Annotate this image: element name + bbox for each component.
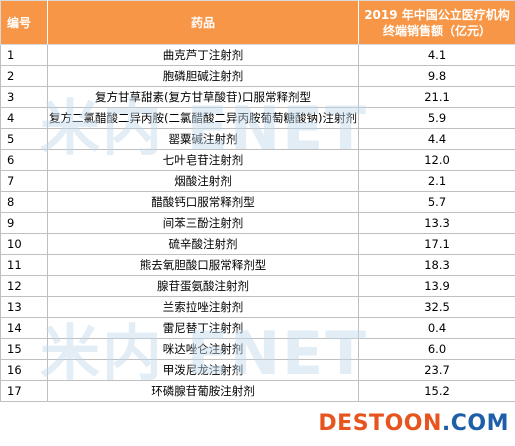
- row-index: 7: [0, 170, 48, 192]
- row-drug-name: 咪达唑仑注射剂: [47, 338, 359, 360]
- table-body: 1 曲克芦丁注射剂 4.1 2 胞磷胆碱注射剂 9.8 3 复方甘草甜素(复方甘草酸苷)口服常…: [0, 44, 515, 402]
- table-row: 15 咪达唑仑注射剂 6.0: [0, 338, 515, 360]
- header-value-line1: 2019 年中国公立医疗机构: [364, 7, 510, 22]
- row-sales-value: 4.1: [358, 44, 515, 66]
- row-index: 15: [0, 338, 48, 360]
- row-index: 14: [0, 317, 48, 339]
- row-drug-name: 七叶皂苷注射剂: [47, 149, 359, 171]
- row-index: 8: [0, 191, 48, 213]
- row-index: 4: [0, 107, 48, 129]
- row-index: 13: [0, 296, 48, 318]
- row-sales-value: 9.8: [358, 65, 515, 87]
- row-sales-value: 23.7: [358, 359, 515, 381]
- row-sales-value: 0.4: [358, 317, 515, 339]
- row-drug-name: 烟酸注射剂: [47, 170, 359, 192]
- row-sales-value: 21.1: [358, 86, 515, 108]
- row-drug-name: 雷尼替丁注射剂: [47, 317, 359, 339]
- row-index: 10: [0, 233, 48, 255]
- table-row: 16 甲泼尼龙注射剂 23.7: [0, 359, 515, 381]
- row-drug-name: 环磷腺苷葡胺注射剂: [47, 380, 359, 402]
- table-row: 7 烟酸注射剂 2.1: [0, 170, 515, 192]
- row-sales-value: 12.0: [358, 149, 515, 171]
- row-sales-value: 5.7: [358, 191, 515, 213]
- row-index: 11: [0, 254, 48, 276]
- destoon-logo: DESTOON.COM: [318, 411, 509, 436]
- row-index: 16: [0, 359, 48, 381]
- row-drug-name: 硫辛酸注射剂: [47, 233, 359, 255]
- row-index: 2: [0, 65, 48, 87]
- row-sales-value: 15.2: [358, 380, 515, 402]
- row-drug-name: 复方甘草甜素(复方甘草酸苷)口服常释剂型: [47, 86, 359, 108]
- table-row: 13 兰索拉唑注射剂 32.5: [0, 296, 515, 318]
- row-index: 5: [0, 128, 48, 150]
- row-drug-name: 腺苷蛋氨酸注射剂: [47, 275, 359, 297]
- table-row: 4 复方二氯醋酸二异丙胺(二氯醋酸二异丙胺葡萄糖酸钠)注射剂 5.9: [0, 107, 515, 129]
- header-drug: 药品: [47, 0, 359, 45]
- row-index: 3: [0, 86, 48, 108]
- row-drug-name: 间苯三酚注射剂: [47, 212, 359, 234]
- logo-text-main: DESTOON: [318, 411, 442, 436]
- table-row: 14 雷尼替丁注射剂 0.4: [0, 317, 515, 339]
- table-row: 17 环磷腺苷葡胺注射剂 15.2: [0, 380, 515, 402]
- row-index: 9: [0, 212, 48, 234]
- row-sales-value: 13.3: [358, 212, 515, 234]
- header-value: 2019 年中国公立医疗机构 终端销售额（亿元）: [358, 0, 515, 45]
- row-sales-value: 4.4: [358, 128, 515, 150]
- table-row: 5 罂粟碱注射剂 4.4: [0, 128, 515, 150]
- logo-text-suffix: .COM: [441, 411, 509, 436]
- table-row: 12 腺苷蛋氨酸注射剂 13.9: [0, 275, 515, 297]
- row-drug-name: 甲泼尼龙注射剂: [47, 359, 359, 381]
- table-row: 8 醋酸钙口服常释剂型 5.7: [0, 191, 515, 213]
- row-sales-value: 6.0: [358, 338, 515, 360]
- row-sales-value: 32.5: [358, 296, 515, 318]
- row-sales-value: 17.1: [358, 233, 515, 255]
- row-sales-value: 5.9: [358, 107, 515, 129]
- table-row: 2 胞磷胆碱注射剂 9.8: [0, 65, 515, 87]
- row-drug-name: 醋酸钙口服常释剂型: [47, 191, 359, 213]
- table-row: 1 曲克芦丁注射剂 4.1: [0, 44, 515, 66]
- header-index: 编号: [0, 0, 48, 45]
- sales-table: 编号 药品 2019 年中国公立医疗机构 终端销售额（亿元） 1 曲克芦丁注射剂 4…: [0, 0, 515, 402]
- row-drug-name: 兰索拉唑注射剂: [47, 296, 359, 318]
- table-header-row: 编号 药品 2019 年中国公立医疗机构 终端销售额（亿元）: [0, 0, 515, 45]
- table-row: 3 复方甘草甜素(复方甘草酸苷)口服常释剂型 21.1: [0, 86, 515, 108]
- table-row: 6 七叶皂苷注射剂 12.0: [0, 149, 515, 171]
- row-drug-name: 复方二氯醋酸二异丙胺(二氯醋酸二异丙胺葡萄糖酸钠)注射剂: [47, 107, 359, 129]
- table-row: 9 间苯三酚注射剂 13.3: [0, 212, 515, 234]
- row-drug-name: 罂粟碱注射剂: [47, 128, 359, 150]
- row-index: 6: [0, 149, 48, 171]
- table-row: 10 硫辛酸注射剂 17.1: [0, 233, 515, 255]
- row-sales-value: 13.9: [358, 275, 515, 297]
- row-index: 17: [0, 380, 48, 402]
- header-value-line2: 终端销售额（亿元）: [382, 23, 491, 38]
- row-sales-value: 2.1: [358, 170, 515, 192]
- row-index: 1: [0, 44, 48, 66]
- row-drug-name: 熊去氧胆酸口服常释剂型: [47, 254, 359, 276]
- row-drug-name: 曲克芦丁注射剂: [47, 44, 359, 66]
- row-sales-value: 18.3: [358, 254, 515, 276]
- row-index: 12: [0, 275, 48, 297]
- row-drug-name: 胞磷胆碱注射剂: [47, 65, 359, 87]
- table-row: 11 熊去氧胆酸口服常释剂型 18.3: [0, 254, 515, 276]
